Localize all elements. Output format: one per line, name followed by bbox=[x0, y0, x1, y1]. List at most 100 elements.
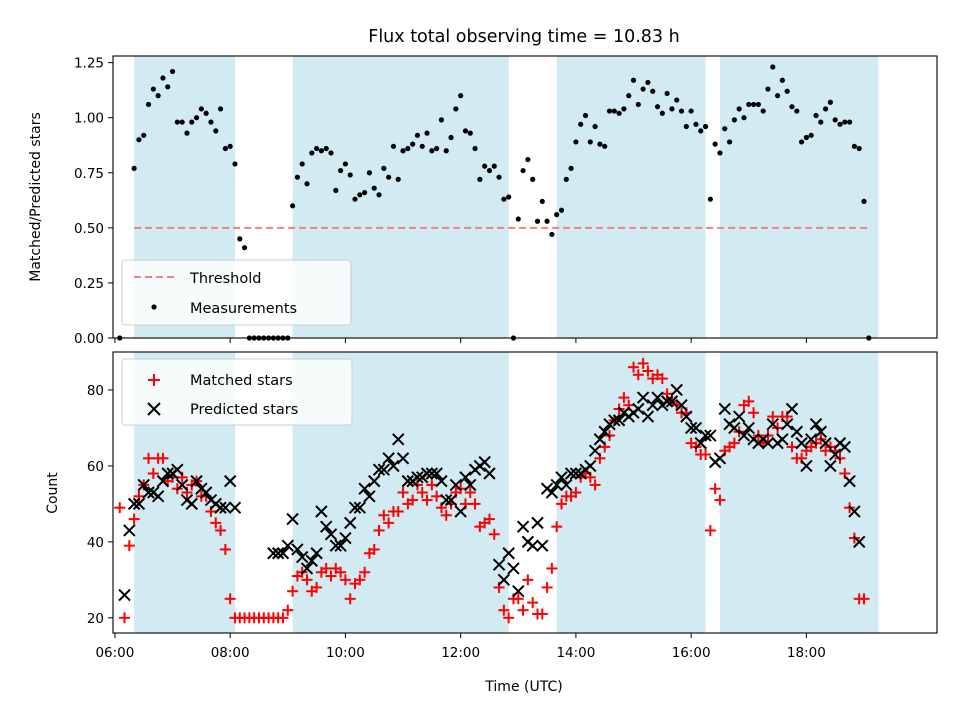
predicted-star-point bbox=[675, 398, 688, 412]
matched-star-point bbox=[498, 604, 510, 616]
measurement-point bbox=[165, 84, 171, 90]
predicted-star-point bbox=[795, 436, 808, 450]
measurement-point bbox=[578, 121, 584, 127]
predicted-star-point bbox=[636, 391, 650, 404]
measurement-point bbox=[554, 212, 560, 218]
predicted-star-point bbox=[454, 505, 467, 518]
predicted-star-point bbox=[464, 478, 477, 492]
predicted-star-point bbox=[507, 562, 520, 575]
matched-star-point bbox=[632, 369, 644, 381]
predicted-star-point bbox=[809, 417, 823, 431]
measurement-point bbox=[405, 145, 411, 152]
legend-threshold-label: Threshold bbox=[189, 271, 261, 287]
matched-star-point bbox=[700, 449, 712, 461]
measurement-point bbox=[333, 187, 339, 193]
predicted-star-point bbox=[310, 547, 323, 560]
measurement-point bbox=[193, 115, 200, 121]
measurement-point bbox=[400, 148, 406, 154]
bottom-y-tick-label: 40 bbox=[87, 535, 104, 551]
bottom-legend-box bbox=[121, 358, 353, 426]
measurement-point bbox=[602, 143, 608, 149]
predicted-star-point bbox=[728, 421, 741, 435]
measurement-point bbox=[861, 198, 867, 205]
predicted-star-point bbox=[396, 452, 410, 465]
measurement-point bbox=[760, 108, 766, 114]
matched-star-point bbox=[858, 593, 870, 605]
matched-star-point bbox=[536, 608, 548, 620]
measurement-point bbox=[722, 126, 728, 132]
measurement-point bbox=[635, 101, 641, 108]
matched-star-point bbox=[464, 487, 476, 498]
measurement-point bbox=[414, 132, 421, 138]
top-shaded-intervals bbox=[134, 56, 879, 338]
measurement-point bbox=[544, 218, 550, 224]
predicted-star-point bbox=[526, 539, 539, 552]
top-y-tick-label: 1.25 bbox=[74, 56, 104, 72]
predicted-star-point bbox=[819, 436, 832, 450]
predicted-star-point bbox=[665, 395, 679, 408]
measurement-point bbox=[265, 335, 272, 341]
measurement-point bbox=[534, 218, 541, 224]
measurement-point bbox=[789, 104, 795, 110]
measurement-point bbox=[294, 174, 300, 180]
predicted-star-point bbox=[151, 490, 165, 503]
measurement-point bbox=[842, 119, 848, 125]
predicted-star-point bbox=[190, 474, 203, 488]
measurement-point bbox=[309, 150, 315, 156]
measurement-point bbox=[280, 335, 286, 341]
matched-star-point bbox=[143, 452, 155, 464]
measurement-point bbox=[213, 128, 219, 134]
measurement-point bbox=[318, 148, 325, 154]
matched-star-point bbox=[277, 612, 289, 624]
predicted-star-point bbox=[843, 474, 856, 488]
measurement-point bbox=[712, 141, 718, 147]
legend-measurements-label: Measurements bbox=[190, 301, 297, 317]
legend-matched-swatch bbox=[148, 374, 160, 386]
measurement-point bbox=[515, 216, 521, 222]
predicted-star-point bbox=[853, 535, 866, 549]
matched-star-point bbox=[311, 581, 323, 593]
top-axes: 0.00 0.25 0.50 0.75 1.00 1.25 bbox=[74, 55, 938, 347]
measurement-point bbox=[558, 207, 565, 213]
measurement-point bbox=[549, 231, 555, 238]
measurement-point bbox=[774, 93, 781, 99]
measurement-point bbox=[472, 145, 478, 152]
predicted-star-point bbox=[718, 402, 731, 416]
measurement-point bbox=[568, 165, 574, 171]
matched-star-point bbox=[767, 411, 779, 423]
measurement-point bbox=[208, 119, 214, 125]
legend-predicted-swatch bbox=[147, 402, 161, 416]
measurement-point bbox=[429, 148, 435, 154]
measurement-point bbox=[217, 106, 224, 112]
matched-star-point bbox=[642, 365, 654, 377]
predicted-star-point bbox=[156, 474, 170, 488]
matched-star-point bbox=[301, 574, 313, 586]
matched-star-point bbox=[407, 494, 419, 506]
top-series-layer bbox=[117, 64, 872, 341]
measurement-point bbox=[352, 196, 358, 202]
measurement-point bbox=[659, 110, 665, 116]
matched-star-point bbox=[123, 540, 135, 552]
measurement-point bbox=[155, 93, 161, 99]
predicted-star-point bbox=[612, 414, 626, 427]
measurement-point bbox=[304, 181, 310, 187]
measurement-point bbox=[169, 68, 176, 75]
predicted-star-point bbox=[790, 425, 803, 438]
top-chart-panel: Flux total observing time = 10.83 h 0.00… bbox=[28, 27, 938, 347]
predicted-star-point bbox=[492, 558, 506, 571]
matched-star-point bbox=[618, 392, 630, 404]
measurement-point bbox=[847, 119, 853, 125]
measurement-point bbox=[275, 335, 281, 341]
predicted-star-point bbox=[531, 516, 544, 530]
measurement-point bbox=[827, 99, 833, 105]
measurement-point bbox=[179, 119, 185, 125]
predicted-star-point bbox=[358, 482, 371, 495]
measurement-point bbox=[371, 185, 377, 191]
predicted-star-point bbox=[478, 455, 491, 469]
matched-star-point bbox=[714, 494, 726, 506]
top-y-tick-label: 0.50 bbox=[74, 221, 104, 237]
measurement-point bbox=[227, 143, 233, 149]
measurement-point bbox=[669, 106, 675, 112]
measurement-point bbox=[203, 110, 209, 116]
matched-star-point bbox=[344, 593, 356, 605]
